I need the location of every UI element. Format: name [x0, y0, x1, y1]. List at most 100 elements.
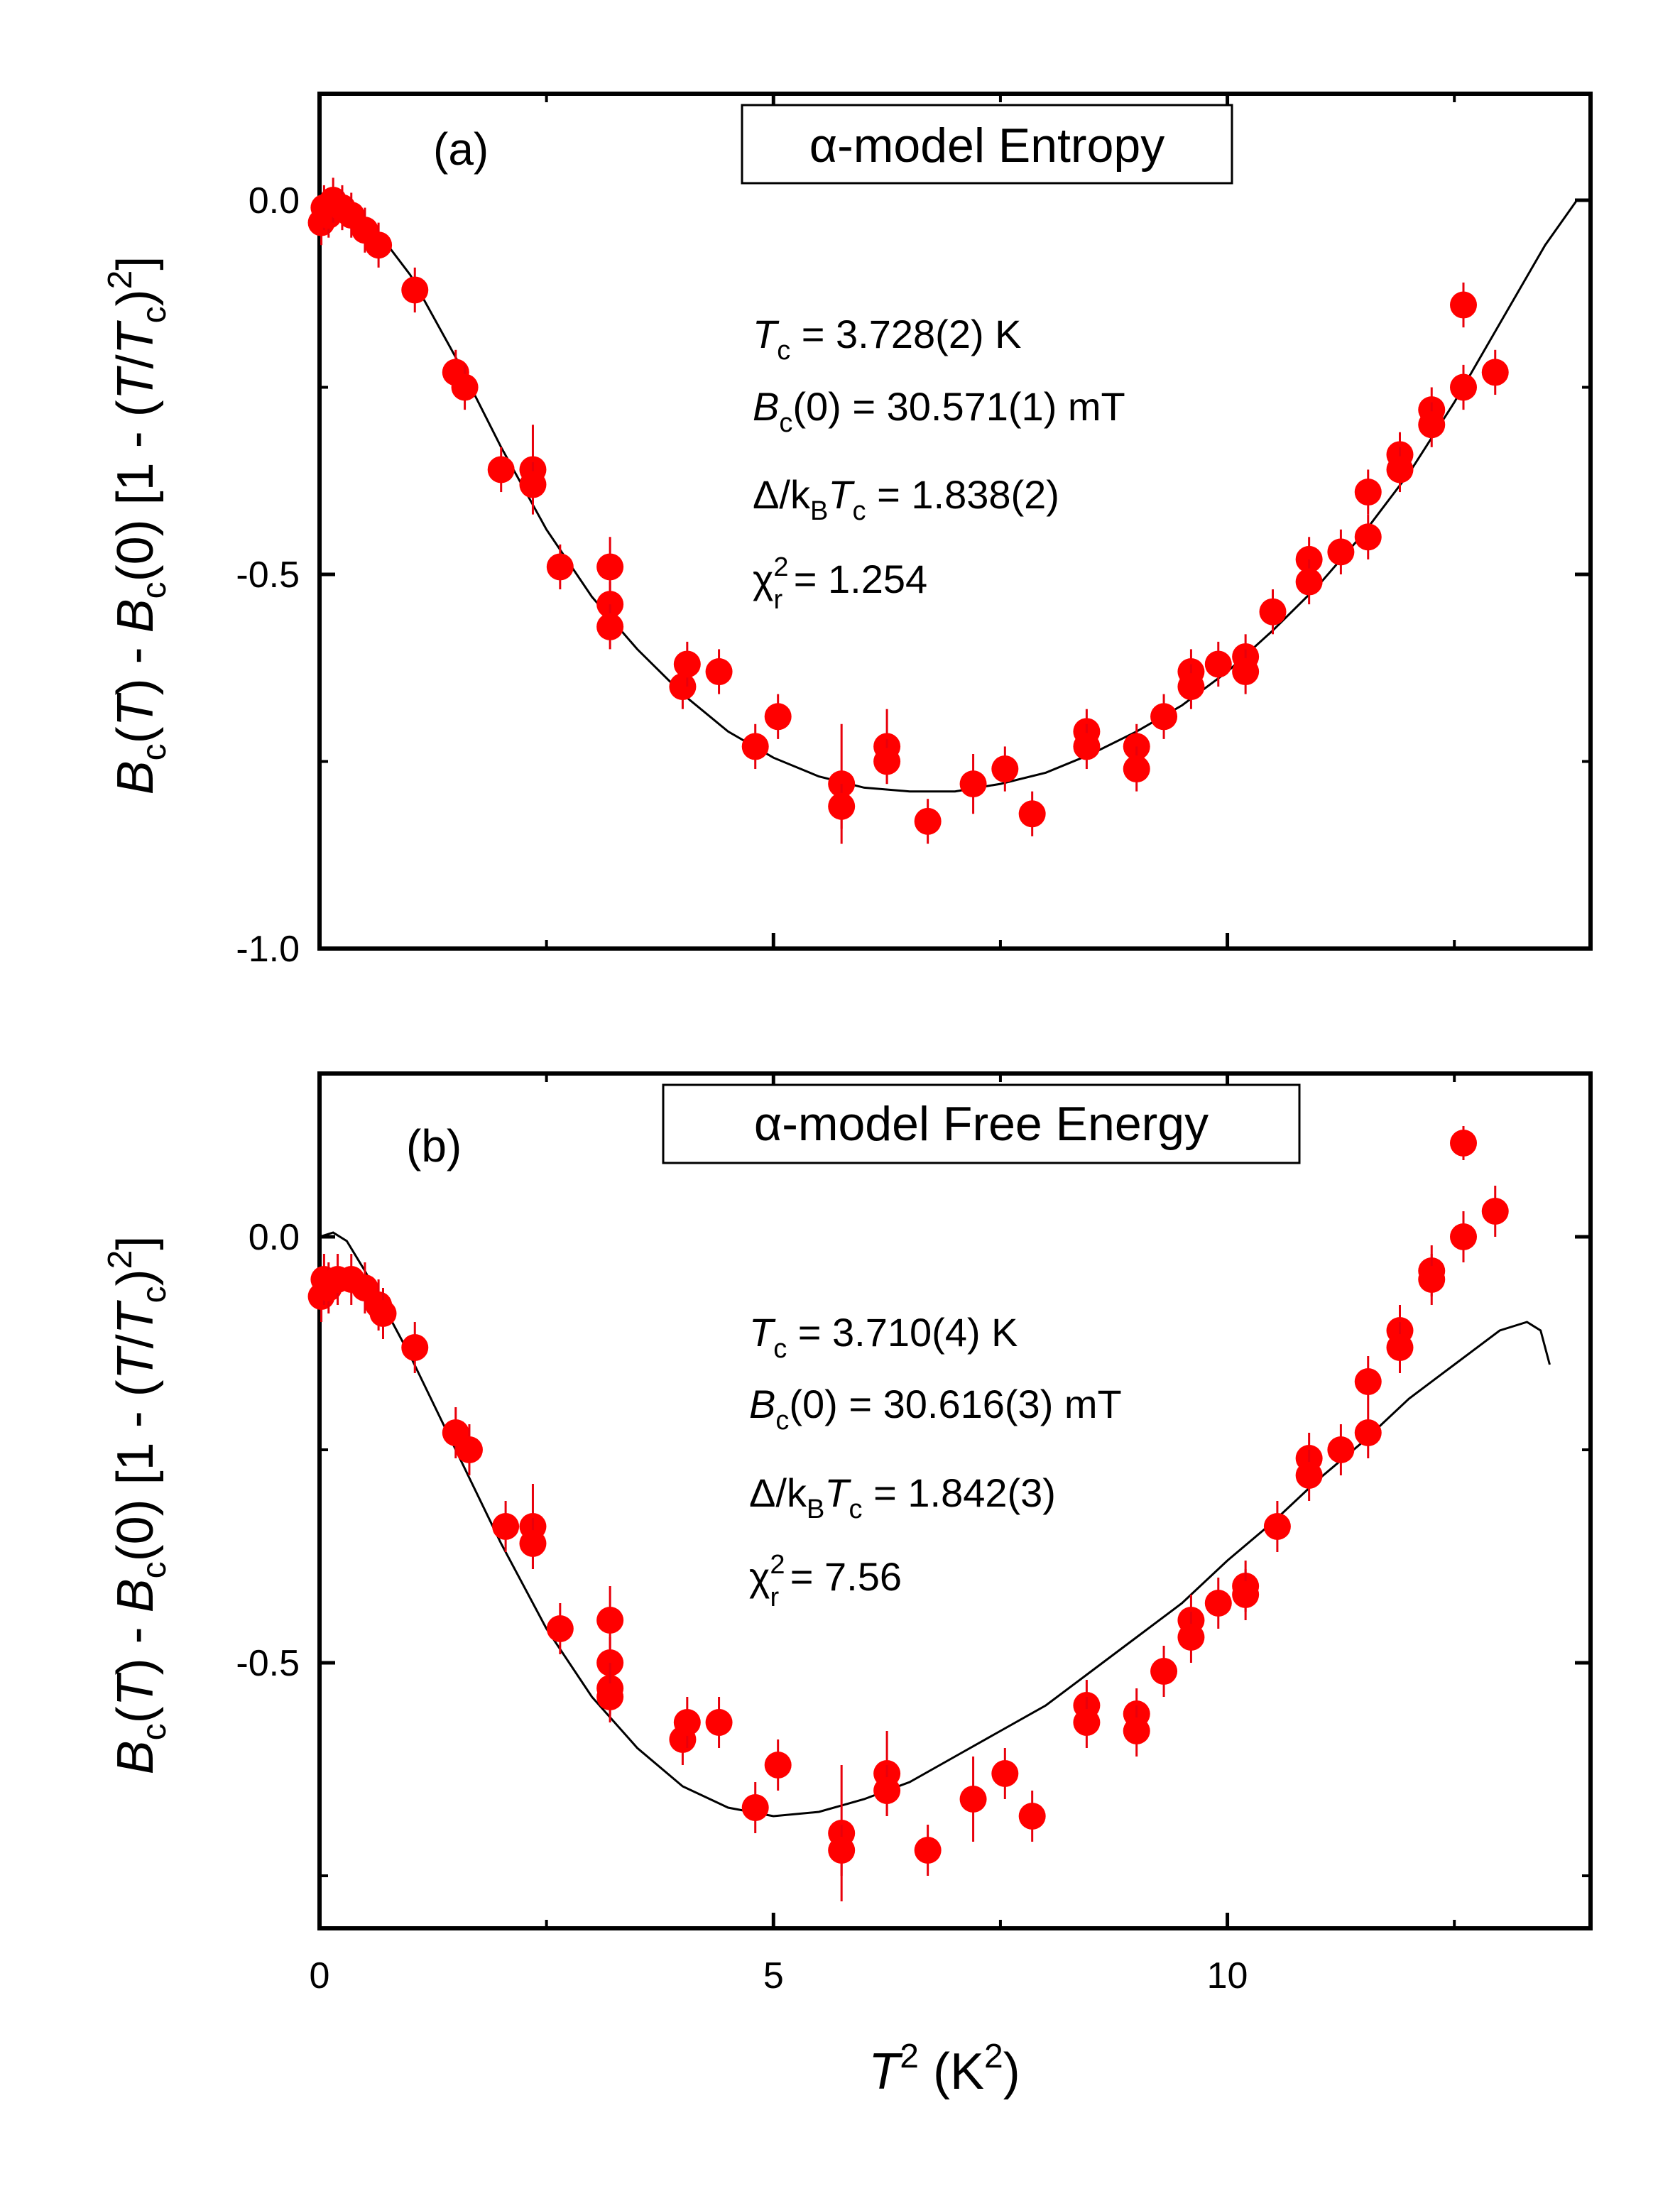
data-point — [914, 1837, 942, 1864]
data-point — [596, 553, 624, 581]
data-point — [596, 1683, 624, 1710]
ticks-a: 0.0 -0.5 -1.0 — [236, 94, 1591, 970]
y-tick-label: -0.5 — [236, 555, 300, 596]
data-point — [705, 658, 733, 686]
param-gap-a: Δ/kBTc = 1.838(2) — [753, 472, 1059, 526]
data-point — [492, 1513, 520, 1540]
data-point — [873, 748, 901, 775]
data-point — [1450, 1223, 1477, 1250]
data-point — [1354, 1419, 1382, 1446]
x-tick-label: 5 — [763, 1955, 784, 1996]
data-point — [1123, 1717, 1150, 1744]
data-point — [1450, 291, 1477, 319]
data-point — [914, 807, 942, 835]
x-axis-title: T2 (K2) — [868, 2038, 1020, 2100]
data-point — [959, 1786, 987, 1813]
params-a: Tc = 3.728(2) K Bc(0) = 30.571(1) mT Δ/k… — [753, 312, 1125, 615]
data-point — [1177, 1624, 1205, 1651]
title-a: α-model Entropy — [809, 119, 1164, 173]
panel-b: 0.0 -0.5 (b) α-model Free Energy Tc = 3.7… — [236, 1071, 1593, 1930]
param-gap-b: Δ/kBTc = 1.842(3) — [749, 1470, 1056, 1524]
panel-label-a: (a) — [433, 124, 489, 175]
data-point — [1150, 703, 1178, 731]
data-point — [365, 231, 393, 259]
data-point — [546, 1615, 574, 1642]
param-tc-b: Tc = 3.710(4) K — [749, 1310, 1018, 1364]
param-chi-b: χ2 r = 7.56 — [749, 1550, 902, 1612]
data-point — [1354, 479, 1382, 506]
data-point — [1018, 800, 1046, 828]
plot-frame-b — [317, 1071, 1593, 1930]
data-point — [1123, 755, 1150, 783]
data-point — [1150, 1658, 1178, 1685]
data-point — [451, 373, 479, 401]
param-bc-b: Bc(0) = 30.616(3) mT — [749, 1382, 1122, 1436]
data-point — [764, 1752, 792, 1779]
params-b: Tc = 3.710(4) K Bc(0) = 30.616(3) mT Δ/k… — [749, 1310, 1122, 1612]
fit-line-b-group — [319, 1231, 1551, 1818]
data-point — [546, 553, 574, 581]
data-point — [991, 1760, 1019, 1787]
title-box-a — [741, 104, 1233, 185]
data-point — [1418, 1266, 1446, 1293]
panel-a: 0.0 -0.5 -1.0 (a) α-model Entropy Tc = 3.7… — [236, 92, 1593, 970]
data-point — [873, 1777, 901, 1804]
data-point — [1354, 523, 1382, 551]
data-point — [1204, 1590, 1232, 1617]
title-box-b — [662, 1083, 1301, 1164]
data-point — [596, 1607, 624, 1634]
data-point — [1018, 1803, 1046, 1830]
data-point — [455, 1436, 483, 1463]
data-point — [705, 1709, 733, 1736]
data-point — [1481, 359, 1509, 386]
fit-line-b — [319, 1231, 1551, 1818]
data-point — [1177, 673, 1205, 701]
plot-frame-a — [317, 92, 1593, 951]
data-point — [741, 1794, 769, 1821]
data-point — [673, 650, 701, 678]
param-tc-a: Tc = 3.728(2) K — [753, 312, 1022, 366]
x-tick-labels: 0 5 10 — [310, 1955, 1248, 1996]
data-points-b — [307, 1126, 1509, 1901]
data-point — [596, 613, 624, 640]
panel-label-b: (b) — [406, 1120, 462, 1171]
x-tick-label: 10 — [1207, 1955, 1248, 1996]
data-point — [401, 1334, 429, 1361]
data-point — [1481, 1198, 1509, 1225]
data-point — [519, 471, 547, 498]
data-point — [741, 733, 769, 760]
data-point — [487, 456, 515, 484]
data-point — [669, 673, 697, 701]
x-tick-label: 0 — [310, 1955, 330, 1996]
data-point — [1232, 1581, 1260, 1608]
data-points-a — [307, 177, 1509, 844]
y-axis-title-a: Bc(T) - Bc(0) [1 - (T/Tc)2] — [102, 256, 173, 795]
data-point — [1073, 733, 1101, 760]
data-point — [1327, 538, 1355, 566]
y-axis-title-b: Bc(T) - Bc(0) [1 - (T/Tc)2] — [102, 1236, 173, 1775]
data-point — [1450, 373, 1477, 401]
data-point — [828, 1837, 856, 1864]
data-point — [1259, 598, 1287, 626]
data-point — [369, 1300, 397, 1327]
title-b: α-model Free Energy — [754, 1097, 1209, 1151]
data-point — [1295, 1462, 1323, 1489]
data-point — [1386, 1334, 1414, 1361]
data-point — [764, 703, 792, 731]
data-point — [1327, 1436, 1355, 1463]
data-point — [1450, 1130, 1477, 1157]
data-point — [519, 1530, 547, 1557]
data-point — [1418, 411, 1446, 439]
y-tick-label: 0.0 — [249, 180, 300, 222]
data-point — [673, 1709, 701, 1736]
param-bc-a: Bc(0) = 30.571(1) mT — [753, 384, 1125, 438]
data-point — [1386, 456, 1414, 484]
ticks-b: 0.0 -0.5 — [236, 1074, 1591, 1928]
data-point — [1232, 658, 1260, 686]
y-tick-label: 0.0 — [249, 1217, 300, 1258]
y-tick-label: -1.0 — [236, 929, 300, 970]
data-point — [828, 792, 856, 820]
param-chi-a: χ2 r = 1.254 — [753, 552, 927, 615]
data-point — [1263, 1513, 1291, 1540]
